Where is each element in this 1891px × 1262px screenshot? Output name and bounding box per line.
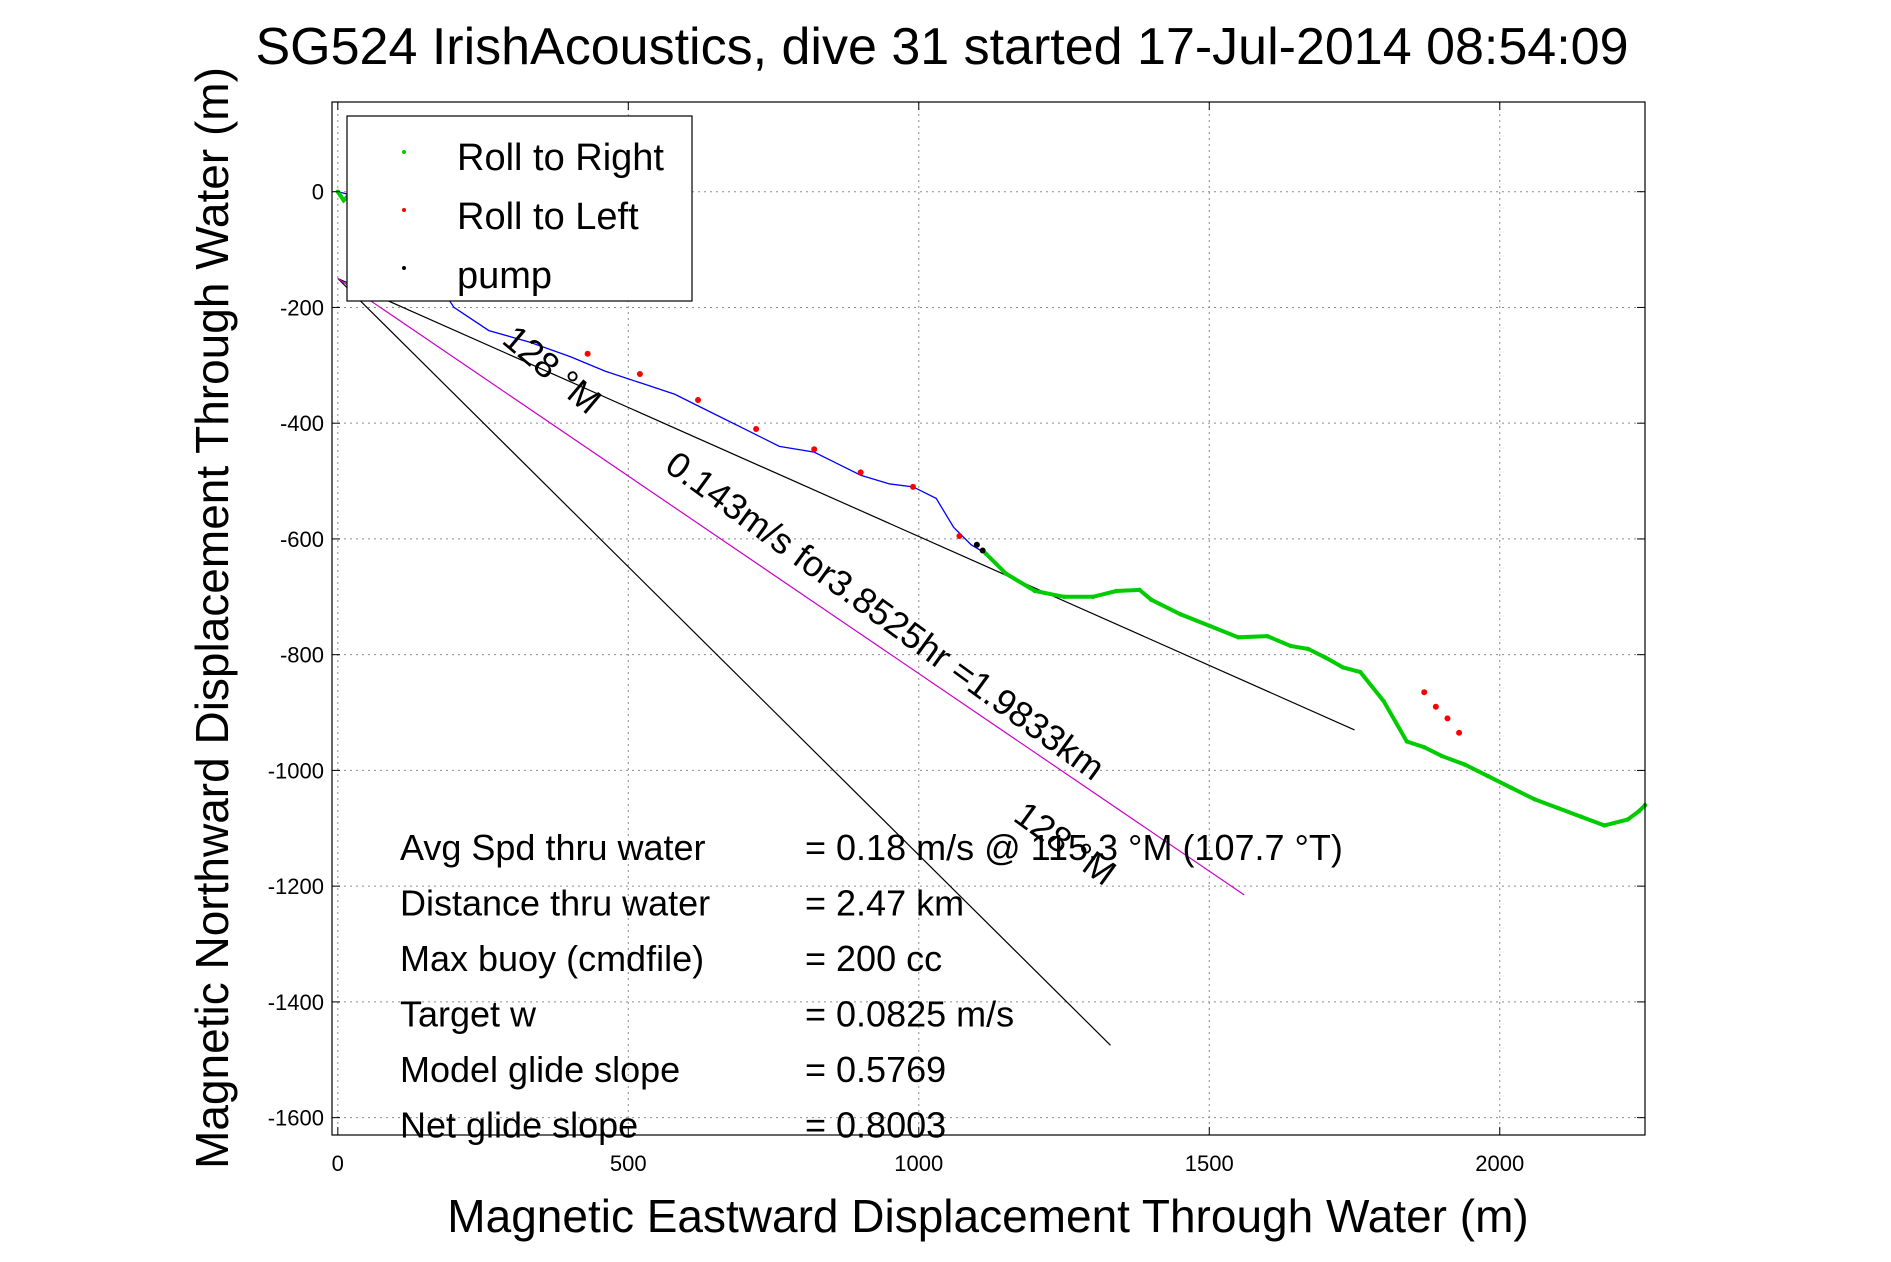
x-tick-label: 0 — [332, 1151, 344, 1176]
reference-line — [337, 278, 1245, 896]
annotations: 128 °M0.143m/s for3.8525hr =1.9833km128 … — [495, 317, 1123, 893]
series-point-roll-to-right — [341, 198, 346, 203]
y-axis-label: Magnetic Northward Displacement Through … — [186, 67, 238, 1169]
x-tick-label: 1000 — [894, 1151, 943, 1176]
y-tick-label: -1000 — [268, 758, 324, 783]
legend-marker-roll-left — [402, 208, 406, 212]
series-point-roll-to-right — [1422, 745, 1427, 750]
chart-title: SG524 IrishAcoustics, dive 31 started 17… — [255, 18, 1628, 76]
stats-block: Avg Spd thru water = 0.18 m/s @ 115.3 °M … — [400, 827, 1343, 1146]
legend-marker-pump — [402, 266, 406, 270]
series-point-roll-to-right — [1148, 597, 1154, 602]
reference-line — [337, 277, 1355, 731]
series-point-roll-to-right — [1288, 643, 1293, 649]
y-tick-label: -1400 — [268, 990, 324, 1015]
series-point-roll-to-right — [1207, 623, 1212, 628]
y-tick-label: -200 — [280, 295, 324, 320]
series-point-roll-to-left — [636, 370, 643, 377]
series-point-roll-to-left — [584, 350, 591, 357]
series-point-roll-to-left — [695, 397, 702, 404]
series-point-roll-to-right — [1578, 814, 1584, 819]
stat-label: Net glide slope — [400, 1105, 638, 1146]
stat-value: = 2.47 km — [805, 883, 964, 924]
stat-value: = 200 cc — [805, 938, 942, 979]
series-point-roll-to-right — [1061, 594, 1067, 599]
stat-value: = 0.5769 — [805, 1049, 946, 1090]
series-point-roll-to-right — [1032, 588, 1038, 594]
legend-marker-roll-right — [402, 150, 406, 154]
stat-label: Distance thru water — [400, 883, 710, 924]
series-layer — [335, 189, 1648, 828]
reference-line — [337, 278, 1111, 1046]
series-point-roll-to-left — [811, 446, 818, 453]
stat-value: = 0.0825 m/s — [805, 994, 1014, 1035]
series-point-roll-to-right — [1532, 797, 1537, 802]
stat-value: = 0.8003 — [805, 1105, 946, 1146]
legend: Roll to Right Roll to Left pump — [346, 115, 693, 302]
plot-frame — [331, 101, 1646, 1136]
x-tick-label: 2000 — [1475, 1151, 1524, 1176]
stat-label: Max buoy (cmdfile) — [400, 938, 704, 979]
series-point-roll-to-right — [1236, 635, 1241, 640]
series-point-roll-to-left — [909, 483, 916, 490]
series-point-roll-to-right — [1404, 739, 1410, 744]
series-point-roll-to-left — [857, 469, 864, 476]
series-point-roll-to-right — [1305, 646, 1311, 652]
series-point-roll-to-right — [1555, 805, 1561, 811]
x-tick-label: 500 — [610, 1151, 647, 1176]
series-point-roll-to-right — [1003, 571, 1009, 576]
stat-label: Model glide slope — [400, 1049, 680, 1090]
series-point-roll-to-right — [1265, 633, 1270, 639]
gridlines — [332, 102, 1645, 1135]
series-point-roll-to-left — [1444, 715, 1451, 722]
series-point-roll-to-right — [1381, 698, 1386, 704]
series-point-roll-to-right — [1137, 587, 1142, 593]
chart-annotation: 0.143m/s for3.8525hr =1.9833km — [658, 443, 1112, 788]
y-tick-label: -400 — [280, 411, 324, 436]
series-point-roll-to-right — [1114, 588, 1119, 594]
series-point-roll-to-right — [1636, 808, 1642, 814]
series-point-roll-to-left — [956, 533, 963, 540]
stat-label: Target w — [400, 994, 537, 1035]
series-point-roll-to-right — [1323, 655, 1328, 660]
x-axis-label: Magnetic Eastward Displacement Through W… — [447, 1190, 1528, 1242]
series-point-roll-to-left — [1456, 729, 1463, 736]
series-point-roll-to-left — [1432, 703, 1439, 710]
stat-value: = 0.18 m/s @ 115.3 °M (107.7 °T) — [805, 827, 1343, 868]
series-point-roll-to-left — [1421, 689, 1428, 696]
x-axis-ticks: 0 500 1000 1500 2000 — [332, 102, 1524, 1176]
legend-label-roll-right: Roll to Right — [457, 137, 664, 179]
reference-lines — [337, 277, 1355, 1046]
y-axis-ticks: 0 -200 -400 -600 -800 -1000 -1200 -1400 -1600 — [268, 180, 1645, 1131]
series-point-roll-to-right — [1358, 669, 1363, 675]
series-point-roll-to-right — [1090, 594, 1096, 599]
y-tick-label: 0 — [312, 180, 324, 205]
series-point-roll-to-right — [1602, 823, 1607, 828]
legend-label-pump: pump — [457, 255, 552, 297]
x-tick-label: 1500 — [1185, 1151, 1234, 1176]
series-point-roll-to-right — [1439, 753, 1444, 759]
stat-label: Avg Spd thru water — [400, 827, 706, 868]
series-point-roll-to-right — [1625, 817, 1630, 822]
series-point-roll-to-right — [1178, 611, 1183, 617]
series-point-pump — [979, 547, 986, 554]
legend-label-roll-left: Roll to Left — [457, 196, 639, 238]
y-tick-label: -600 — [280, 527, 324, 552]
y-tick-label: -1600 — [268, 1106, 324, 1131]
series-point-roll-to-right — [1509, 785, 1514, 790]
chart-annotation: 128 °M — [495, 317, 609, 422]
series-point-roll-to-right — [1462, 762, 1468, 767]
y-tick-label: -1200 — [268, 874, 324, 899]
series-point-roll-to-right — [1340, 665, 1346, 670]
series-point-pump — [973, 541, 980, 548]
series-point-roll-to-left — [753, 425, 760, 432]
y-tick-label: -800 — [280, 643, 324, 668]
series-point-roll-to-right — [1485, 773, 1491, 779]
